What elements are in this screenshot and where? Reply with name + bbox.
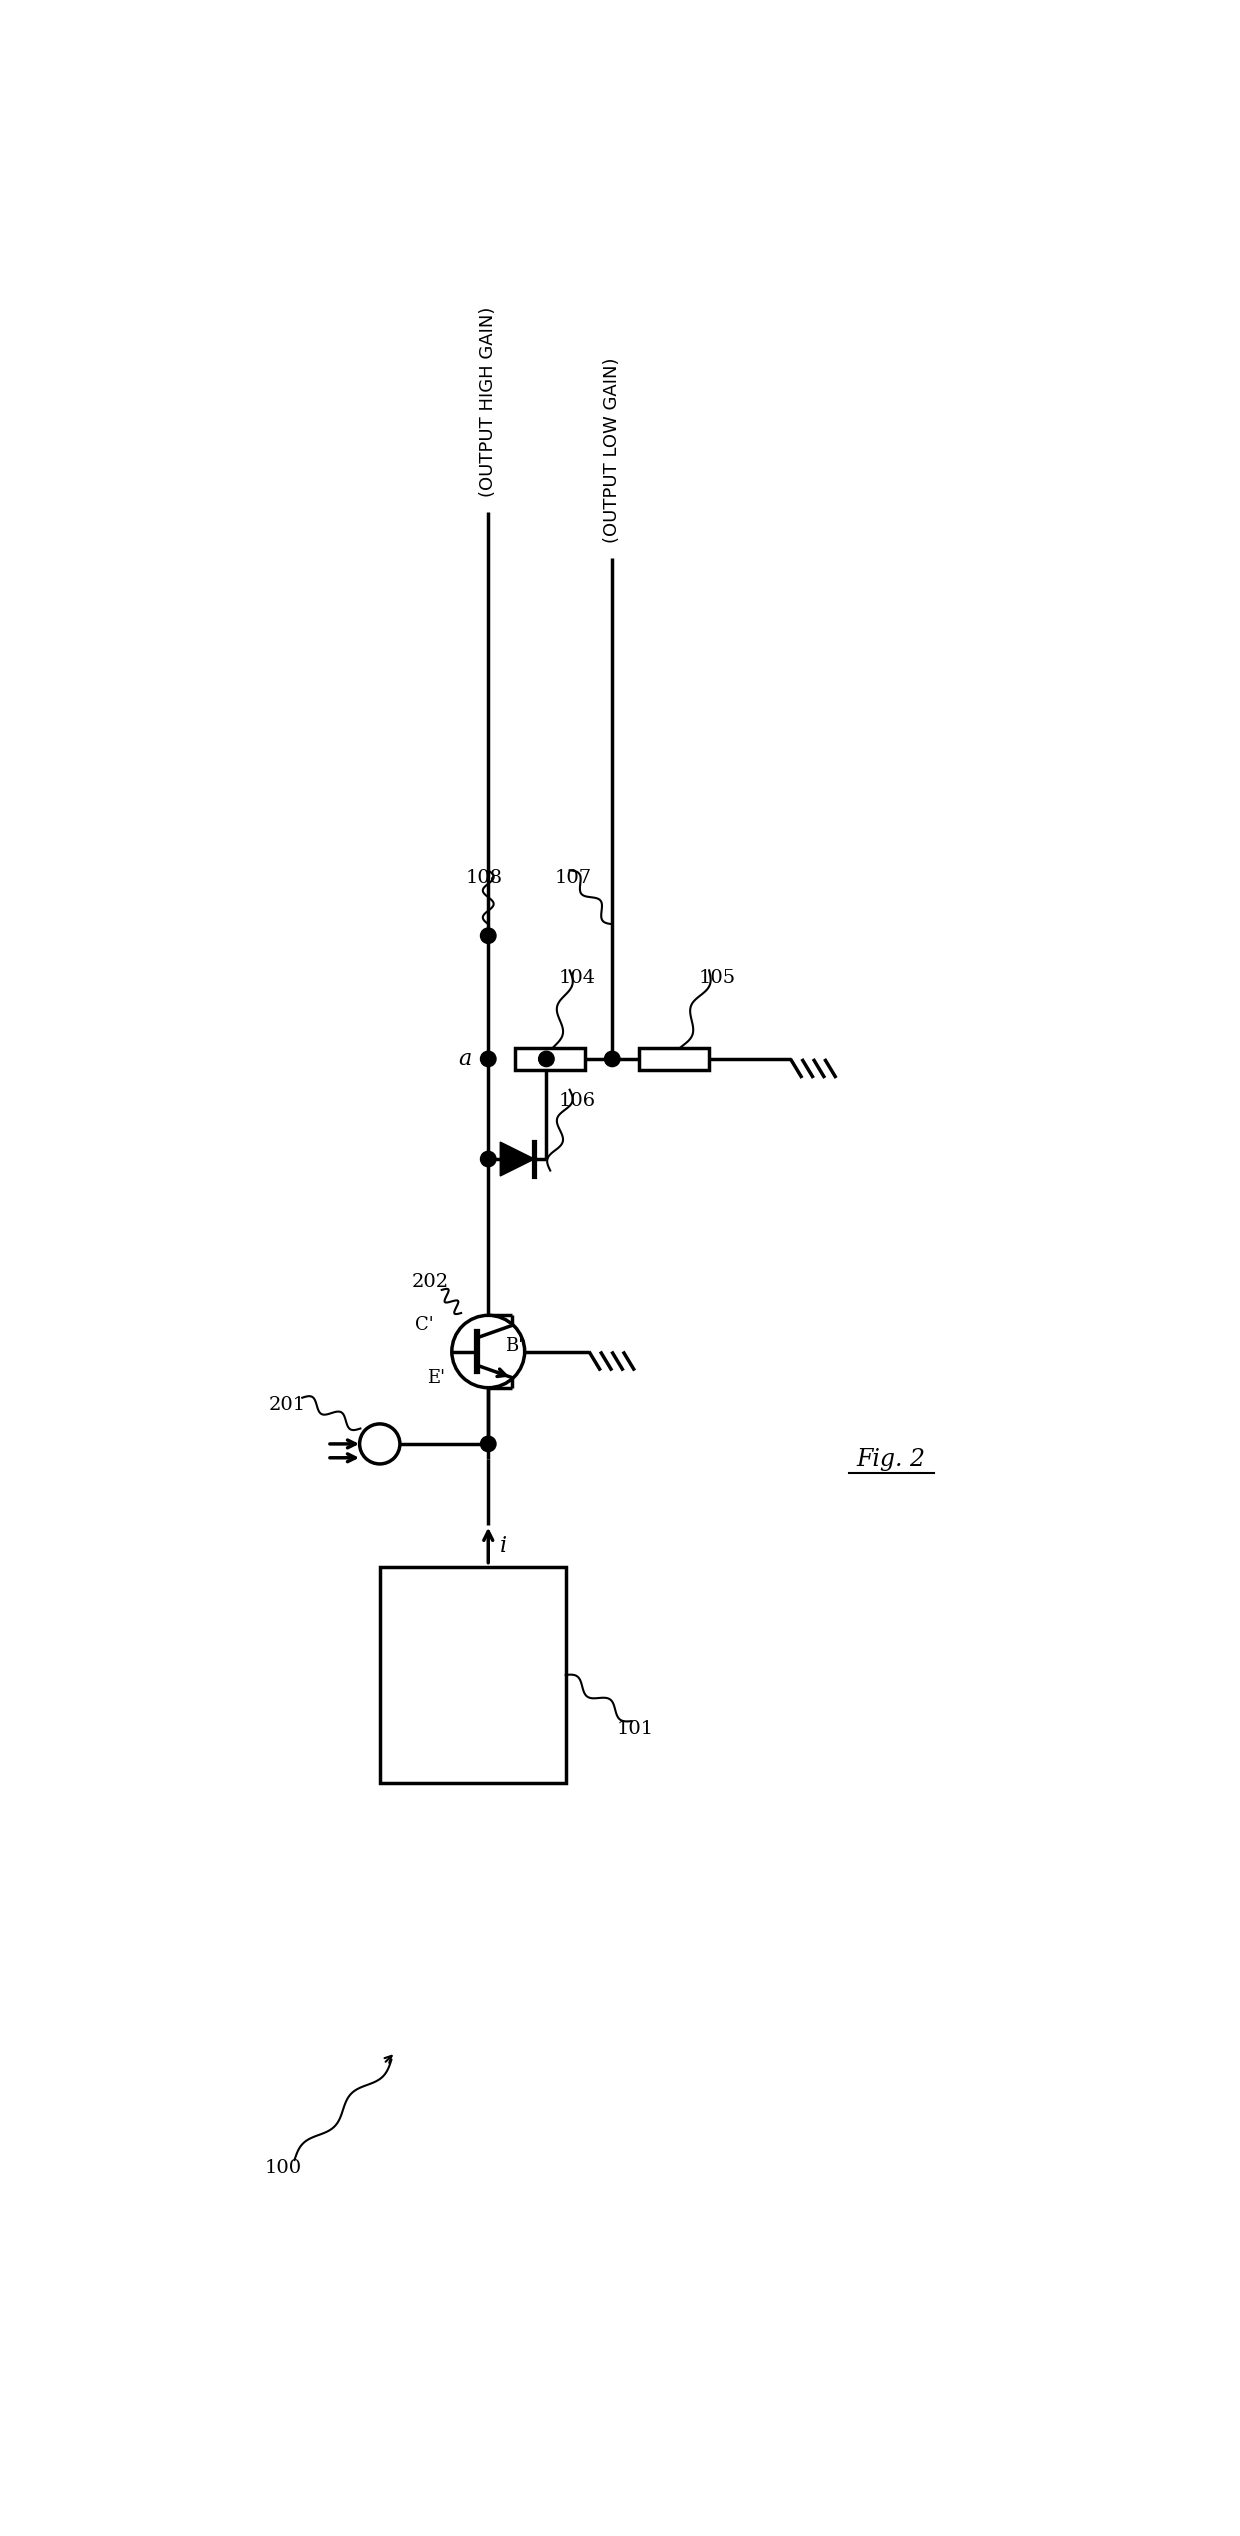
Text: Fig. 2: Fig. 2: [857, 1448, 926, 1471]
Circle shape: [538, 1052, 554, 1068]
Bar: [379, 1567, 565, 1783]
Text: E': E': [428, 1369, 445, 1387]
Circle shape: [451, 1316, 525, 1387]
Bar: [640, 1047, 709, 1070]
Circle shape: [481, 1052, 496, 1068]
Text: a: a: [458, 1047, 471, 1070]
Text: (OUTPUT LOW GAIN): (OUTPUT LOW GAIN): [603, 358, 621, 543]
Text: 202: 202: [412, 1273, 449, 1291]
Circle shape: [481, 1435, 496, 1451]
Circle shape: [605, 1052, 620, 1068]
Text: i: i: [500, 1534, 507, 1557]
Text: 105: 105: [698, 969, 735, 987]
Text: 108: 108: [466, 870, 503, 888]
Circle shape: [481, 1151, 496, 1167]
Bar: [516, 1047, 585, 1070]
Circle shape: [481, 928, 496, 943]
Polygon shape: [500, 1141, 534, 1177]
Text: 201: 201: [268, 1397, 305, 1415]
Circle shape: [360, 1423, 399, 1463]
Text: 107: 107: [556, 870, 591, 888]
Text: 100: 100: [264, 2158, 301, 2176]
Text: 104: 104: [559, 969, 596, 987]
Text: 101: 101: [618, 1719, 653, 1737]
Text: C': C': [415, 1316, 434, 1334]
Text: B': B': [506, 1336, 523, 1354]
Text: 106: 106: [559, 1093, 596, 1111]
Text: (OUTPUT HIGH GAIN): (OUTPUT HIGH GAIN): [479, 307, 497, 497]
